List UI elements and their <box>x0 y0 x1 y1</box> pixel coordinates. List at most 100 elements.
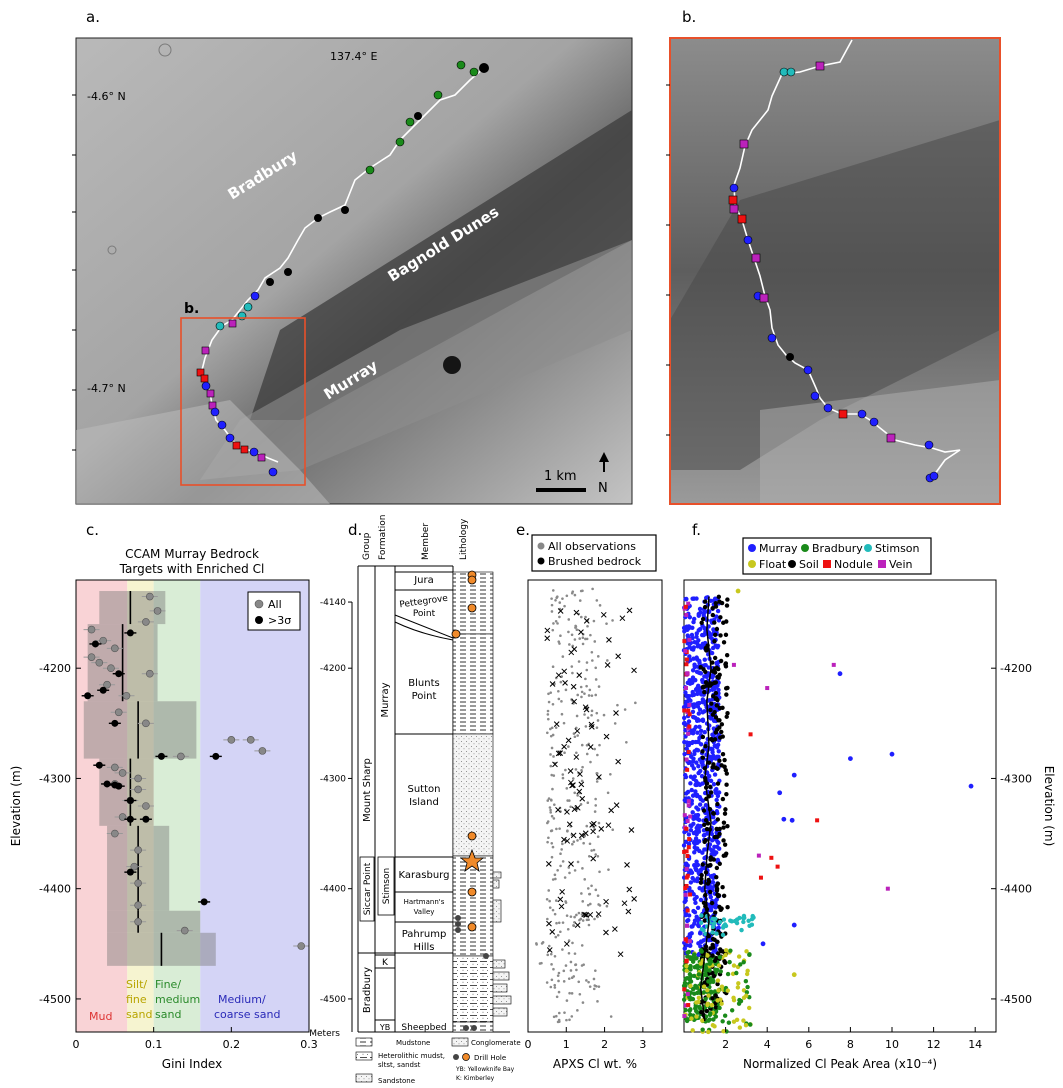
soil-point <box>723 632 729 638</box>
brushed-point <box>553 721 560 727</box>
apxs-point <box>549 798 553 802</box>
murray-point <box>683 913 688 918</box>
nodule-vein-point <box>686 799 691 804</box>
point-all <box>118 813 127 821</box>
soil-point <box>712 737 718 742</box>
apxs-point <box>562 980 566 983</box>
murray-point <box>688 698 693 703</box>
soil-point <box>704 647 709 652</box>
apxs-point <box>558 827 561 830</box>
murray-point <box>688 1012 693 1018</box>
panel-c: c. CCAM Murray Bedrock Targets with Enri… <box>9 521 318 1071</box>
apxs-point <box>594 853 598 856</box>
apxs-point <box>593 917 596 921</box>
soil-point <box>721 820 727 825</box>
bradbury-point <box>717 1005 722 1011</box>
apxs-point <box>571 941 574 945</box>
soil-point <box>710 606 715 611</box>
apxs-point <box>554 726 558 729</box>
point-sigma <box>103 780 111 788</box>
stimson-point <box>717 919 723 925</box>
murray-point <box>693 789 698 794</box>
apxs-point <box>576 1009 579 1012</box>
formation-murray: Murray <box>380 682 391 717</box>
murray-point <box>683 861 688 867</box>
bradbury-point <box>744 990 750 995</box>
apxs-point <box>547 889 551 892</box>
point-sigma <box>95 761 103 769</box>
murray-point <box>709 831 715 837</box>
apxs-point <box>547 692 550 696</box>
bradbury-point <box>727 959 732 965</box>
brushed-point <box>612 926 618 932</box>
point-sigma <box>126 868 134 876</box>
apxs-point <box>595 726 599 729</box>
soil-point <box>724 782 729 787</box>
bradbury-point <box>694 1000 699 1005</box>
apxs-point <box>547 700 551 704</box>
panel-c-title-1: CCAM Murray Bedrock <box>125 547 259 561</box>
brushed-point <box>571 806 578 813</box>
bradbury-point <box>681 997 687 1002</box>
outlier-point <box>760 941 766 947</box>
outlier-point <box>775 864 780 869</box>
murray-point <box>716 840 721 845</box>
apxs-point <box>575 913 578 917</box>
brushed-point <box>566 821 573 828</box>
bradbury-point <box>698 948 704 953</box>
apxs-point <box>559 864 562 868</box>
apxs-point <box>588 842 592 846</box>
murray-point <box>683 597 688 602</box>
murray-point <box>681 721 687 726</box>
nodule-vein-point <box>683 604 688 609</box>
murray-point <box>695 840 700 846</box>
apxs-point <box>553 983 557 987</box>
apxs-point <box>594 678 598 681</box>
murray-point <box>683 976 688 981</box>
apxs-point <box>554 899 558 902</box>
outlier-point <box>848 756 853 761</box>
apxs-point <box>591 659 594 662</box>
panel-e: e. 0 1 2 3 All observations Brushed bedrock… <box>516 521 663 1071</box>
point-all <box>246 736 255 744</box>
brushed-point <box>615 758 622 765</box>
point-all <box>87 653 96 661</box>
nodule-vein-point <box>687 712 692 717</box>
panel-e-legend: All observations Brushed bedrock <box>531 534 657 572</box>
murray-point <box>685 680 691 685</box>
soil-point <box>708 784 713 790</box>
soil-point <box>714 827 720 832</box>
stimson-point <box>742 915 747 921</box>
apxs-point <box>548 899 551 903</box>
apxs-point <box>592 619 596 623</box>
apxs-point <box>550 963 553 966</box>
apxs-point <box>571 777 575 780</box>
apxs-point <box>567 939 571 942</box>
latitude-label-top: -4.6° N <box>87 90 126 103</box>
brushed-point <box>581 911 588 918</box>
soil-point <box>723 960 728 965</box>
apxs-point <box>573 869 577 872</box>
soil-point <box>702 604 708 610</box>
soil-point <box>700 755 706 760</box>
bradbury-point <box>744 971 750 977</box>
murray-point <box>697 707 703 712</box>
member-sutton-1: Sutton <box>408 784 441 795</box>
soil-point <box>716 674 721 679</box>
apxs-point <box>581 867 584 870</box>
murray-point <box>697 606 703 612</box>
murray-point <box>698 768 703 774</box>
soil-point <box>717 705 722 711</box>
outlier-point <box>837 671 843 677</box>
soil-point <box>724 714 729 719</box>
murray-point <box>685 789 691 795</box>
murray-point <box>682 715 687 721</box>
apxs-point <box>557 971 561 975</box>
apxs-point <box>547 836 550 840</box>
murray-point <box>714 661 720 667</box>
gini-points <box>81 592 310 950</box>
soil-point <box>704 1008 710 1014</box>
soil-point <box>715 801 720 807</box>
soil-point <box>715 881 721 886</box>
soil-point <box>723 768 728 773</box>
